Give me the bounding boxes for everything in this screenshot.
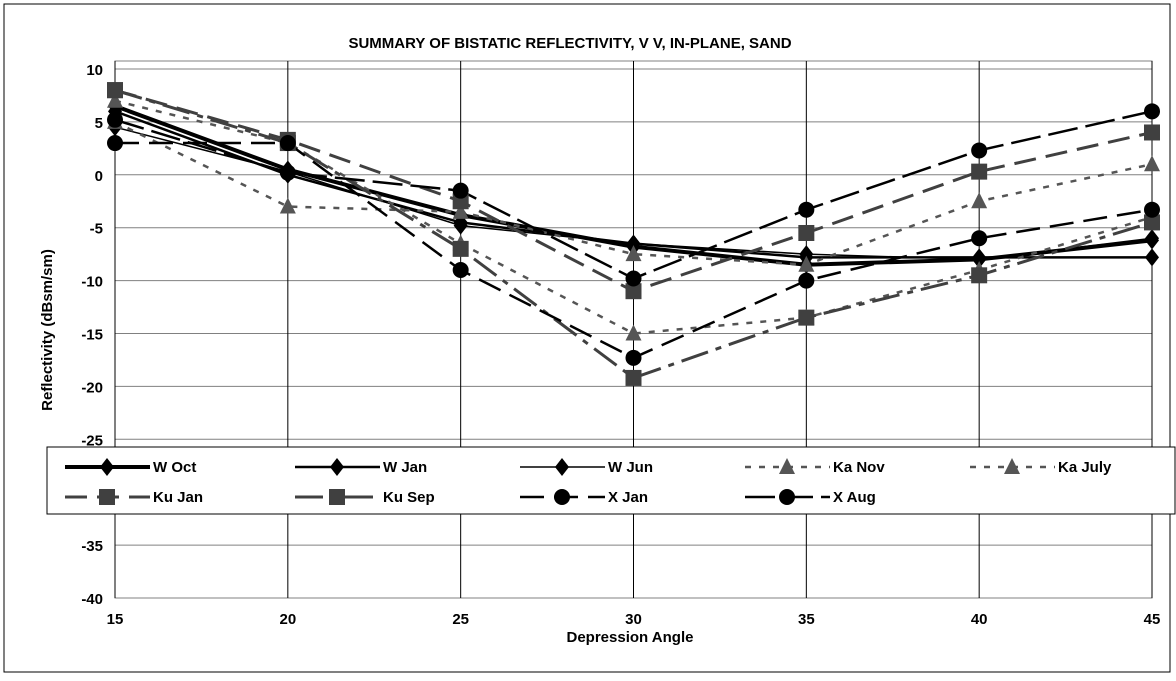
x-tick-label: 30 [625,611,642,628]
data-point [1144,155,1160,172]
legend-label: Ku Sep [383,489,435,506]
x-tick-label: 35 [798,611,815,628]
data-point [452,202,469,219]
x-tick-label: 20 [279,611,296,628]
data-point [626,234,641,253]
legend-marker [99,489,115,505]
y-tick-label: -15 [81,326,103,343]
data-point [625,270,642,287]
data-point [1145,248,1159,267]
data-point [798,224,815,241]
data-point [1144,214,1160,231]
legend-label: W Jun [608,459,653,476]
data-point [799,245,814,264]
x-tick-label: 40 [971,611,988,628]
legend-marker [330,458,344,476]
data-point [1144,103,1160,120]
data-point [107,82,123,99]
legend-marker [779,489,795,505]
y-tick-label: -20 [81,379,103,396]
legend-marker [329,489,345,505]
legend-label: Ka Nov [833,459,885,476]
legend-label: W Jan [383,459,427,476]
y-tick-label: -25 [81,432,103,449]
data-point [971,230,988,247]
data-point [452,182,469,199]
data-point [279,164,296,181]
data-point [1144,201,1160,218]
data-point [798,272,815,289]
data-point [971,267,988,284]
data-point [452,262,469,279]
y-tick-label: 0 [95,168,103,185]
data-point [798,255,815,272]
x-tick-label: 45 [1144,611,1161,628]
data-point [971,142,988,159]
legend-label: W Oct [153,459,196,476]
legend-label: Ku Jan [153,489,203,506]
data-point [625,349,642,366]
data-point [452,240,469,257]
data-point [971,192,988,209]
data-point [798,201,815,218]
legend-marker [1004,458,1020,474]
x-tick-label: 25 [452,611,469,628]
data-point [279,197,296,214]
y-tick-label: 5 [95,115,103,132]
legend-marker [555,458,569,476]
y-tick-label: -40 [81,591,103,608]
y-tick-label: 10 [86,62,103,79]
chart-title: SUMMARY OF BISTATIC REFLECTIVITY, V V, I… [348,35,791,52]
y-axis-label: Reflectivity (dBsm/sm) [39,249,56,411]
legend-label: X Aug [833,489,876,506]
data-point [971,163,988,180]
legend-label: Ka July [1058,459,1112,476]
data-point [453,216,468,235]
data-point [625,245,642,262]
data-point [972,250,987,269]
y-tick-label: -35 [81,538,103,555]
y-tick-label: -5 [90,221,103,238]
legend-marker [779,458,795,474]
legend: W Oct W Jan W Jun Ka Nov Ka July Ku Jan Ku Sep… [46,446,1176,515]
legend-box [46,446,1176,515]
data-point [1144,124,1160,141]
y-tick-label: -10 [81,274,103,291]
x-axis-label: Depression Angle [567,629,694,646]
legend-marker [554,489,570,505]
x-tick-label: 15 [107,611,124,628]
data-point [1145,229,1159,248]
data-point [279,135,296,152]
legend-label: X Jan [608,489,648,506]
data-point [107,135,123,152]
data-point [625,283,642,300]
data-point [625,324,642,341]
data-point [107,91,123,108]
data-point [625,369,642,386]
data-point [107,111,123,128]
legend-marker [100,458,114,476]
data-point [798,309,815,326]
